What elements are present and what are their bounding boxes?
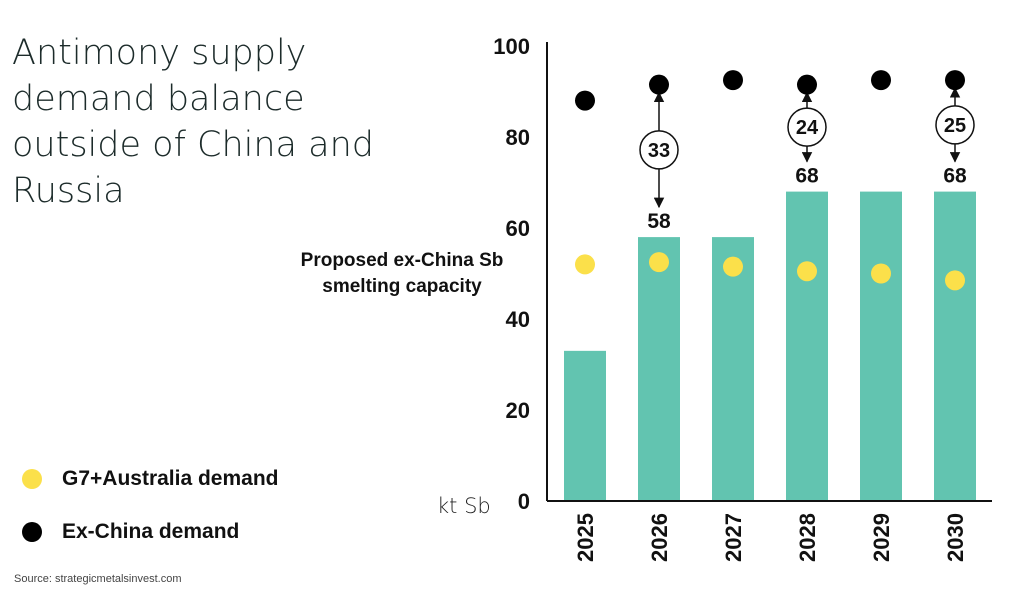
y-tick-label-80: 80 [506, 125, 530, 150]
gap-label-2026: 33 [648, 140, 670, 162]
bar-2029 [860, 191, 902, 501]
gap-circle-2026 [639, 130, 679, 170]
exchina-demand-dot-2025 [575, 90, 595, 111]
axes-group: 0 20 40 60 80 100 2025 2026 2027 2028 2029 2030 [493, 34, 992, 562]
x-tick-label-2026: 2026 [647, 513, 672, 562]
y-tick-label-100: 100 [493, 34, 530, 59]
g7-demand-dot-2026 [649, 252, 669, 273]
bar-2026 [638, 237, 680, 501]
y-tick-label-40: 40 [506, 307, 530, 332]
x-tick-label-2028: 2028 [795, 513, 820, 562]
bar-2025 [564, 350, 606, 501]
bar-2027 [712, 237, 754, 501]
legend-label-g7: G7+Australia demand [62, 467, 279, 490]
dots-group [575, 70, 965, 291]
gap-circle-2030 [935, 105, 975, 145]
x-tick-label-2030: 2030 [943, 513, 968, 562]
bar-value-label-2026: 58 [647, 210, 671, 233]
y-tick-label-20: 20 [506, 398, 530, 423]
x-tick-label-2025: 2025 [573, 513, 598, 562]
g7-demand-dot-2030 [945, 270, 965, 291]
bars-group [564, 191, 976, 501]
gap-label-2030: 25 [944, 115, 966, 137]
g7-demand-dot-2028 [797, 261, 817, 282]
bar-series-label: Proposed ex-China Sb smelting capacity [300, 250, 504, 297]
y-unit-label: kt Sb [437, 494, 491, 518]
source-note: Source: strategicmetalsinvest.com [14, 573, 182, 585]
y-tick-label-0: 0 [518, 489, 530, 514]
g7-demand-dot-2027 [723, 256, 743, 277]
gap-label-2028: 24 [796, 117, 819, 139]
exchina-demand-dot-2026 [649, 74, 669, 95]
chart-title: Antimony supply demand balance outside o… [12, 33, 374, 211]
x-tick-label-2027: 2027 [721, 513, 746, 562]
g7-demand-dot-2025 [575, 254, 595, 275]
gap-circle-2028 [787, 107, 827, 147]
legend-swatch-exchina [22, 522, 42, 542]
exchina-demand-dot-2029 [871, 70, 891, 91]
x-tick-label-2029: 2029 [869, 513, 894, 562]
bar-value-label-2030: 68 [943, 165, 967, 188]
exchina-demand-dot-2028 [797, 74, 817, 95]
y-tick-label-60: 60 [506, 216, 530, 241]
annotations-group: 58 68 68 33 24 25 [639, 87, 975, 233]
bar-2030 [934, 191, 976, 501]
legend-label-exchina: Ex-China demand [62, 520, 240, 543]
exchina-demand-dot-2027 [723, 70, 743, 91]
g7-demand-dot-2029 [871, 263, 891, 284]
exchina-demand-dot-2030 [945, 70, 965, 91]
legend-item-exchina: Ex-China demand [22, 520, 239, 544]
bar-value-label-2028: 68 [795, 165, 819, 188]
legend-swatch-g7 [22, 469, 42, 489]
bar-2028 [786, 191, 828, 501]
legend-item-g7: G7+Australia demand [22, 467, 279, 491]
